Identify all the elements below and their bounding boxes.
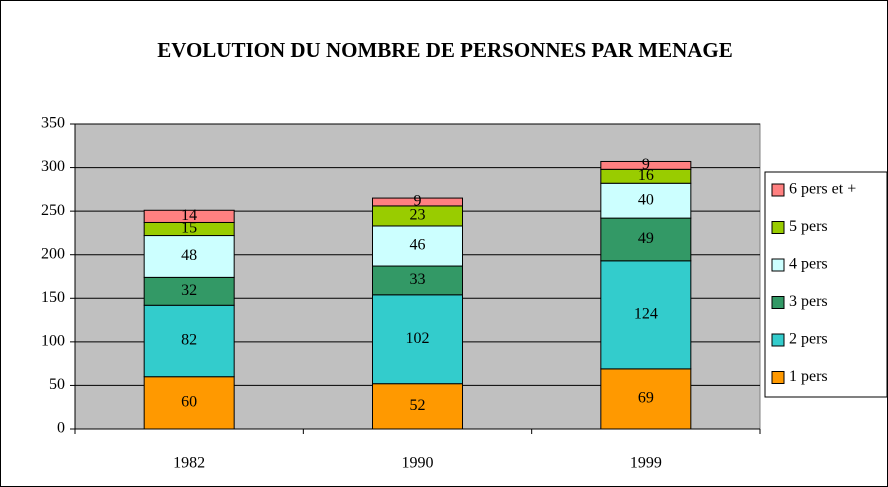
data-label: 69 bbox=[638, 390, 654, 407]
data-label: 33 bbox=[410, 271, 426, 288]
data-label: 82 bbox=[181, 332, 197, 349]
data-label: 60 bbox=[181, 394, 197, 411]
y-tick-label: 300 bbox=[41, 158, 65, 175]
legend-swatch bbox=[771, 296, 785, 309]
bar-segment bbox=[143, 376, 235, 430]
legend-label: 5 pers bbox=[789, 218, 828, 235]
legend-box bbox=[764, 171, 888, 398]
legend-swatch bbox=[771, 258, 785, 272]
x-tick-label: 1982 bbox=[173, 455, 205, 472]
data-label: 14 bbox=[181, 207, 197, 224]
bar-segment bbox=[372, 294, 463, 385]
bar-segment bbox=[600, 160, 692, 170]
legend-label: 3 pers bbox=[789, 293, 828, 310]
data-label: 15 bbox=[181, 220, 197, 237]
bar-segment bbox=[600, 368, 692, 430]
legend-swatch bbox=[771, 333, 785, 347]
legend-label: 2 pers bbox=[789, 331, 828, 348]
data-label: 52 bbox=[410, 397, 426, 414]
legend-label: 6 pers et + bbox=[789, 181, 856, 198]
y-tick-label: 150 bbox=[41, 289, 65, 306]
legend-swatch bbox=[771, 221, 785, 234]
legend-swatch bbox=[771, 183, 785, 197]
data-label: 102 bbox=[406, 330, 430, 347]
legend-label: 1 pers bbox=[789, 368, 828, 385]
data-label: 124 bbox=[634, 306, 658, 323]
legend-label: 4 pers bbox=[789, 256, 828, 273]
y-tick-label: 100 bbox=[41, 333, 65, 350]
data-label: 49 bbox=[638, 230, 654, 247]
bar-segment bbox=[600, 182, 692, 219]
bar-segment bbox=[143, 235, 235, 278]
bar-segment bbox=[143, 276, 235, 306]
y-tick-label: 350 bbox=[41, 115, 65, 132]
data-label: 32 bbox=[181, 282, 197, 299]
data-label: 9 bbox=[642, 156, 650, 173]
data-label: 46 bbox=[410, 237, 426, 254]
y-tick-label: 50 bbox=[49, 376, 65, 393]
y-tick-label: 0 bbox=[57, 420, 65, 437]
legend-swatch bbox=[771, 371, 785, 384]
x-tick-label: 1990 bbox=[402, 455, 434, 472]
data-label: 16 bbox=[638, 167, 654, 184]
y-tick-label: 250 bbox=[41, 202, 65, 219]
bar-segment bbox=[372, 383, 463, 430]
bar-segment bbox=[372, 197, 463, 207]
data-label: 48 bbox=[181, 247, 197, 264]
bar-segment bbox=[143, 209, 235, 223]
data-label: 40 bbox=[638, 191, 654, 208]
y-tick-label: 200 bbox=[41, 245, 65, 262]
data-label: 9 bbox=[414, 193, 422, 210]
data-label: 23 bbox=[410, 207, 426, 224]
chart-title: EVOLUTION DU NOMBRE DE PERSONNES PAR MEN… bbox=[157, 38, 733, 62]
x-tick-label: 1999 bbox=[630, 455, 662, 472]
